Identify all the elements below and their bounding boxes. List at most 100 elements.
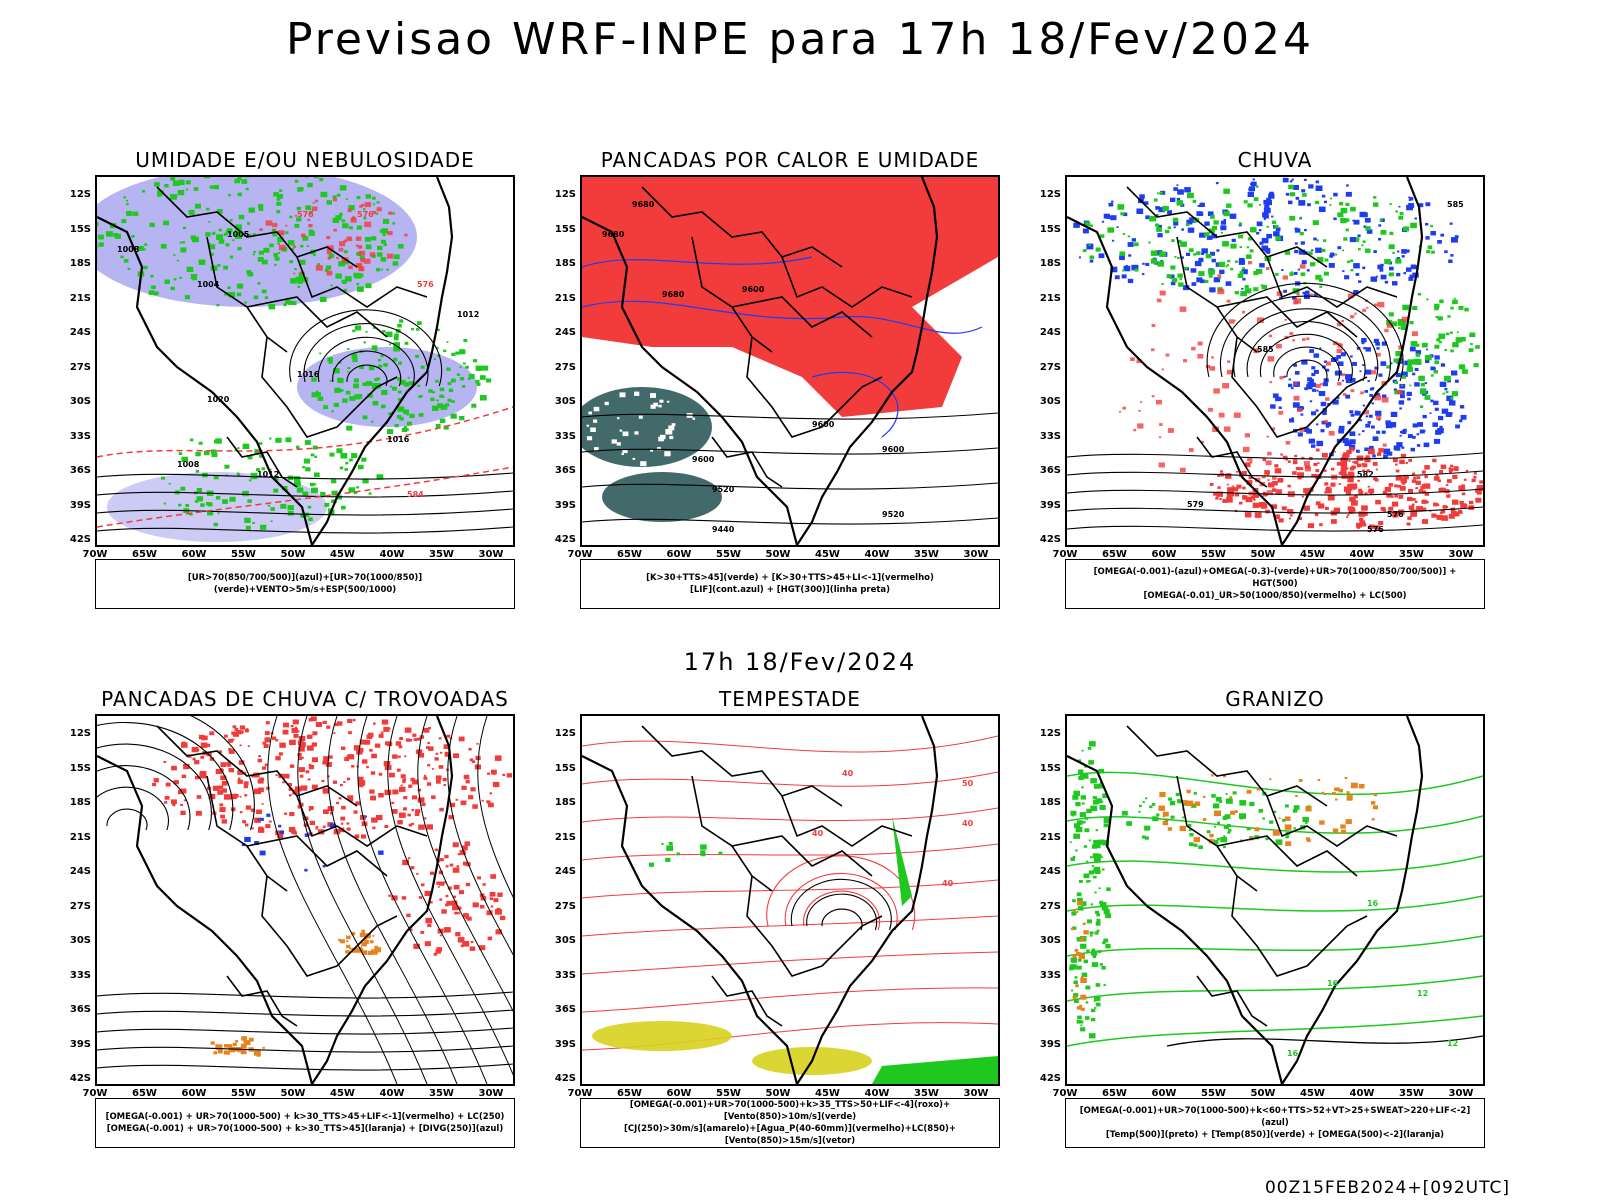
precip-cell: [427, 741, 430, 744]
precip-cell: [259, 442, 263, 445]
precip-cell: [189, 438, 194, 442]
precip-cell: [1162, 815, 1166, 818]
precip-cell: [1271, 215, 1274, 218]
precip-cell: [486, 378, 492, 383]
precip-cell: [237, 473, 241, 476]
precip-cell: [1131, 238, 1136, 242]
precip-cell: [1249, 801, 1255, 807]
precip-cell: [1399, 459, 1405, 465]
country-border: [1306, 376, 1368, 428]
streamline: [1067, 470, 1483, 478]
precip-cell: [1222, 383, 1230, 389]
precip-cell: [1336, 355, 1341, 359]
precip-cell: [430, 397, 435, 402]
precip-cell: [475, 365, 483, 371]
precip-cell: [1320, 429, 1325, 433]
precip-cell: [1384, 328, 1389, 333]
precip-cell: [1400, 477, 1407, 483]
precip-cell: [359, 205, 363, 208]
panel-pancadas-trovoadas: PANCADAS DE CHUVA C/ TROVOADAS 12S 15S 18S 2…: [55, 686, 555, 1186]
precip-cell: [388, 412, 392, 416]
precip-cell: [306, 245, 310, 247]
precip-cell: [244, 794, 248, 797]
precip-cell: [1370, 276, 1378, 282]
precip-cell: [1205, 365, 1211, 369]
precip-cell: [1334, 370, 1341, 376]
precip-cell: [1406, 267, 1412, 272]
precip-cell: [1295, 403, 1298, 406]
precip-cell: [617, 417, 620, 420]
precip-cell: [335, 215, 342, 221]
precip-cell: [351, 216, 356, 220]
precip-cell: [1326, 425, 1329, 428]
precip-cell: [1323, 382, 1328, 386]
precip-cell: [220, 762, 227, 767]
precip-cell: [218, 239, 225, 244]
precip-cell: [1171, 277, 1178, 283]
latitude-tick-label: 36S: [69, 1004, 91, 1015]
precip-cell: [1376, 347, 1380, 350]
precip-cell: [1078, 769, 1084, 774]
precip-cell: [439, 418, 446, 423]
precip-cell: [408, 381, 414, 385]
precip-cell: [1470, 342, 1473, 345]
country-border: [1306, 915, 1368, 967]
precip-cell: [1315, 247, 1322, 253]
precip-cell: [1278, 410, 1284, 415]
precip-cell: [1083, 873, 1090, 879]
precip-cell: [225, 243, 230, 247]
precip-cell: [632, 457, 636, 460]
precip-cell: [97, 222, 99, 227]
precip-cell: [465, 780, 470, 784]
precip-cell: [1372, 436, 1379, 441]
precip-cell: [1258, 203, 1261, 206]
precip-cell: [179, 276, 182, 279]
precip-cell: [1122, 233, 1126, 235]
precip-cell: [269, 820, 272, 823]
precip-cell: [403, 807, 407, 811]
precip-cell: [314, 199, 319, 203]
country-border: [261, 336, 338, 438]
precip-cell: [1273, 810, 1277, 813]
panel-title: GRANIZO: [1225, 687, 1325, 711]
precip-cell: [1074, 948, 1079, 952]
precip-cell: [1188, 828, 1192, 832]
panel-title: PANCADAS POR CALOR E UMIDADE: [600, 148, 980, 172]
country-border: [1266, 795, 1398, 847]
precip-cell: [1328, 263, 1335, 268]
precip-cell: [1274, 468, 1282, 474]
precip-cell: [1356, 463, 1362, 468]
precip-cell: [439, 898, 443, 901]
precip-cell: [1364, 447, 1369, 452]
precip-cell: [364, 937, 368, 940]
precip-cell: [1361, 505, 1368, 511]
precip-cell: [1084, 828, 1090, 833]
streamline: [784, 872, 898, 931]
precip-cell: [1239, 222, 1243, 225]
longitude-tick-label: 50W: [1250, 1088, 1276, 1099]
precip-cell: [1450, 349, 1454, 353]
precip-cell: [359, 365, 364, 370]
precip-cell: [380, 731, 384, 734]
precip-cell: [461, 385, 466, 388]
precip-cell: [1331, 467, 1335, 471]
precip-cell: [1082, 821, 1086, 824]
precip-cell: [418, 395, 422, 398]
precip-cell: [238, 760, 245, 765]
precip-cell: [1166, 274, 1172, 279]
precip-cell: [1277, 397, 1282, 401]
precip-cell: [1186, 219, 1193, 225]
longitude-tick-label: 30W: [478, 1088, 504, 1099]
precip-cell: [1463, 503, 1468, 508]
precip-cell: [1091, 865, 1094, 867]
precip-cell: [1382, 394, 1387, 398]
precip-cell: [1207, 211, 1214, 216]
precip-cell: [366, 935, 370, 939]
precip-cell: [209, 244, 216, 250]
precip-cell: [1134, 268, 1139, 272]
precip-cell: [161, 476, 165, 480]
precip-cell: [1095, 921, 1101, 926]
precip-cell: [1285, 458, 1289, 461]
precip-cell: [369, 748, 373, 752]
precip-cell: [1332, 828, 1339, 833]
